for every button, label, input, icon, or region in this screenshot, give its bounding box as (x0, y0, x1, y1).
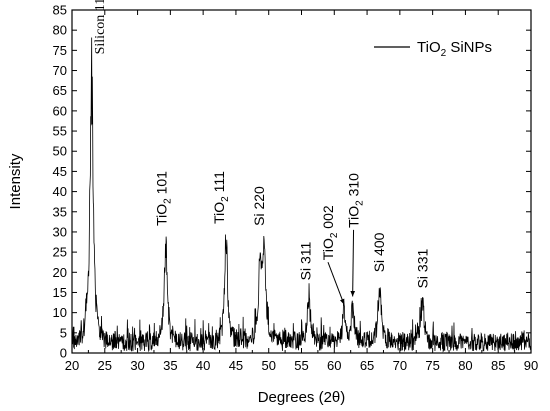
y-tick-label: 20 (53, 265, 67, 280)
y-tick-label: 40 (53, 184, 67, 199)
x-tick-label: 25 (98, 358, 112, 373)
peak-label: Si 220 (251, 186, 267, 226)
x-axis-label: Degrees (2θ) (258, 389, 346, 406)
y-tick-label: 85 (53, 3, 67, 18)
y-tick-label: 35 (53, 204, 67, 219)
y-tick-label: 55 (53, 124, 67, 139)
series-line (71, 37, 532, 353)
y-tick-label: 75 (53, 43, 67, 58)
y-axis-label: Intensity (7, 153, 24, 209)
x-tick-label: 90 (524, 358, 538, 373)
legend-label: TiO2 SiNPs (417, 39, 492, 59)
y-tick-label: 60 (53, 103, 67, 118)
y-tick-label: 80 (53, 23, 67, 38)
y-tick-label: 50 (53, 144, 67, 159)
x-tick-label: 75 (425, 358, 439, 373)
plot-border (71, 9, 532, 354)
series-layer (71, 37, 532, 353)
y-tick-label: 65 (53, 83, 67, 98)
x-tick-label: 85 (491, 358, 505, 373)
annotation-arrow (352, 229, 355, 297)
y-tick-label: 25 (53, 245, 67, 260)
legend: TiO2 SiNPs (374, 39, 492, 59)
x-tick-label: 50 (261, 358, 275, 373)
x-tick-label: 40 (196, 358, 210, 373)
x-tick-label: 30 (130, 358, 144, 373)
annotations-layer: Silicon 111 TiO2 101 TiO2 111 Si 220 Si 311 T… (93, 0, 430, 305)
arrow-head (339, 298, 345, 305)
x-tick-label: 65 (360, 358, 374, 373)
peak-label: Silicon 111 (93, 0, 108, 54)
y-tick-label: 30 (53, 224, 67, 239)
plot-area (71, 9, 532, 354)
x-tick-label: 60 (327, 358, 341, 373)
peak-label: TiO2 101 (153, 171, 173, 226)
y-tick-label: 5 (60, 325, 67, 340)
x-tick-label: 35 (163, 358, 177, 373)
peak-label: TiO2 111 (211, 171, 231, 224)
x-tick-label: 55 (294, 358, 308, 373)
peak-label: Si 311 (298, 241, 314, 280)
x-tick-label: 80 (458, 358, 472, 373)
x-tick-label: 70 (393, 358, 407, 373)
peak-label: TiO2 002 (320, 205, 340, 260)
y-tick-label: 70 (53, 63, 67, 78)
y-tick-label: 10 (53, 305, 67, 320)
peak-label: TiO2 310 (346, 173, 366, 228)
y-tick-label: 45 (53, 164, 67, 179)
ticks-layer: 20 25 30 35 40 45 50 55 60 65 70 75 80 85 90 0 5 10 15 20 25… (53, 3, 539, 374)
annotation-arrow (327, 262, 345, 305)
x-tick-label: 20 (65, 358, 79, 373)
peak-label: Si 331 (414, 249, 430, 289)
y-tick-label: 0 (60, 346, 67, 361)
y-tick-label: 15 (53, 285, 67, 300)
x-tick-label: 45 (229, 358, 243, 373)
arrow-head (350, 290, 356, 297)
peak-label: Si 400 (371, 232, 387, 272)
